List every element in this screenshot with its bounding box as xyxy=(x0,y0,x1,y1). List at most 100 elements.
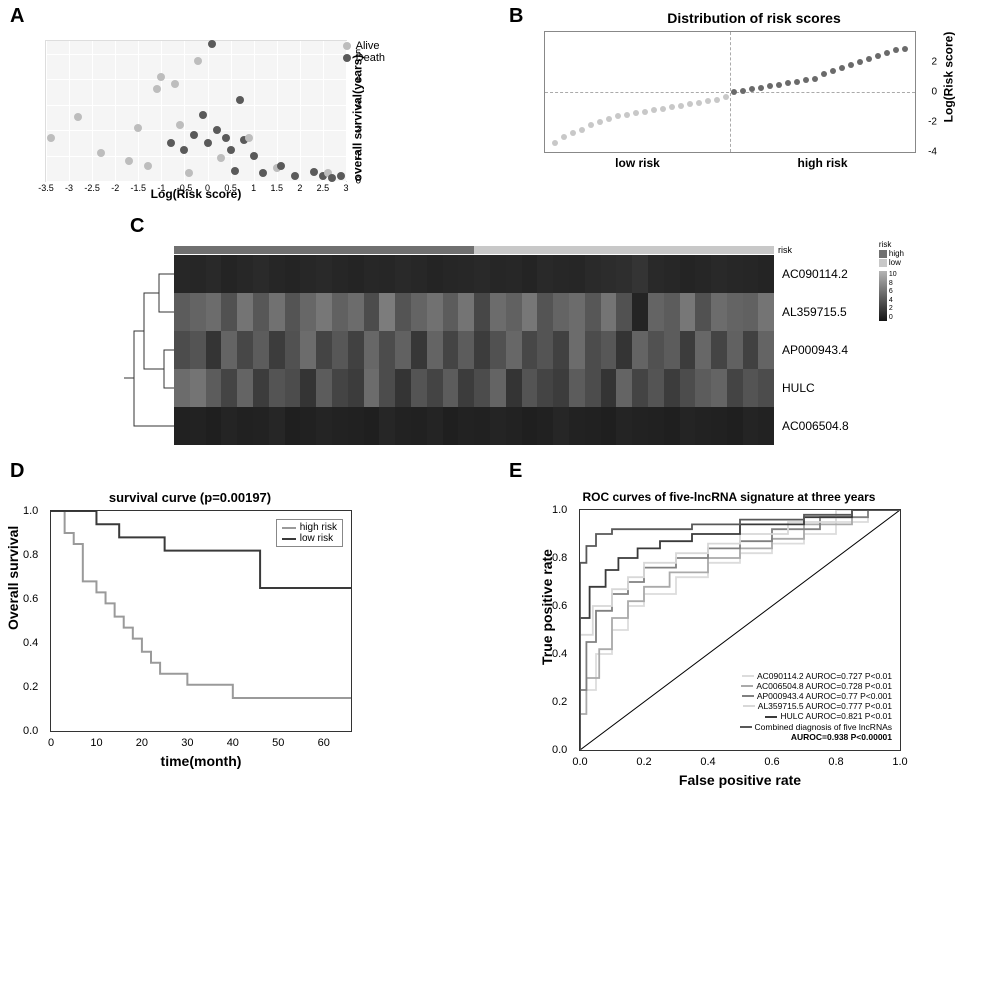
risk-point xyxy=(812,76,818,82)
xtick: 0.8 xyxy=(828,756,843,768)
panel-c-label: C xyxy=(130,215,144,238)
risk-point xyxy=(606,116,612,122)
risk-point xyxy=(552,140,558,146)
xtick: 10 xyxy=(90,737,102,749)
xtick: -2 xyxy=(111,183,119,193)
risk-point xyxy=(597,119,603,125)
risk-point xyxy=(579,127,585,133)
risk-point xyxy=(696,100,702,106)
ytick: -2 xyxy=(928,117,937,128)
xtick: 1.0 xyxy=(892,756,907,768)
risk-point xyxy=(660,106,666,112)
label-low-risk: low risk xyxy=(615,156,660,170)
risk-point xyxy=(642,109,648,115)
scatter-point xyxy=(167,139,175,147)
xtick: 30 xyxy=(181,737,193,749)
xtick: -2.5 xyxy=(84,183,100,193)
ytick: 1.0 xyxy=(23,505,38,517)
scatter-point xyxy=(227,146,235,154)
plot-d-xlabel: time(month) xyxy=(161,753,242,769)
risk-legend-title: risk xyxy=(879,240,904,249)
scatter-point xyxy=(134,124,142,132)
risk-point xyxy=(705,98,711,104)
risk-point xyxy=(767,83,773,89)
plot-e-xlabel: False positive rate xyxy=(679,772,801,788)
colorbar: 1086420 xyxy=(879,271,904,321)
scatter-point xyxy=(176,121,184,129)
km-curve xyxy=(51,511,351,698)
row-label: AC090114.2 xyxy=(782,267,848,281)
scatter-point xyxy=(259,169,267,177)
row-label: HULC xyxy=(782,381,815,395)
ytick: 1.0 xyxy=(552,504,567,516)
xtick: 1 xyxy=(251,183,256,193)
panel-b: B Distribution of risk scores low risk h… xyxy=(509,10,978,200)
row-label: AL359715.5 xyxy=(782,305,847,319)
xtick: 3 xyxy=(343,183,348,193)
dendrogram xyxy=(114,255,174,445)
xtick: 2 xyxy=(297,183,302,193)
ytick: 0.2 xyxy=(23,681,38,693)
legend-item: Death xyxy=(343,52,385,64)
risk-annotation-bar xyxy=(174,246,774,254)
plot-d-title: survival curve (p=0.00197) xyxy=(10,490,370,505)
legend-item: Alive xyxy=(343,40,385,52)
ytick: 0.2 xyxy=(552,696,567,708)
scatter-point xyxy=(185,169,193,177)
risk-point xyxy=(749,86,755,92)
ytick: 0.0 xyxy=(23,725,38,737)
scatter-point xyxy=(245,134,253,142)
scatter-point xyxy=(217,154,225,162)
risk-point xyxy=(651,107,657,113)
ytick: 0.0 xyxy=(552,744,567,756)
risk-point xyxy=(633,110,639,116)
row-label: AC006504.8 xyxy=(782,419,849,433)
scatter-point xyxy=(180,146,188,154)
scatter-point xyxy=(190,131,198,139)
heatmap-row: AP000943.4 xyxy=(174,331,849,369)
risk-legend-item: low xyxy=(879,258,904,267)
scatter-point xyxy=(204,139,212,147)
scatter-point xyxy=(291,172,299,180)
scatter-point xyxy=(194,57,202,65)
risk-point xyxy=(848,62,854,68)
heatmap-row: AC090114.2 xyxy=(174,255,849,293)
ylabel: overall survival(years) xyxy=(351,55,365,182)
xtick: 0.2 xyxy=(636,756,651,768)
xtick: 60 xyxy=(318,737,330,749)
scatter-point xyxy=(277,162,285,170)
ytick: 0.6 xyxy=(23,593,38,605)
scatter-point xyxy=(157,73,165,81)
xtick: 20 xyxy=(136,737,148,749)
risk-point xyxy=(561,134,567,140)
scatter-point xyxy=(125,157,133,165)
xtick: 0.0 xyxy=(572,756,587,768)
risk-point xyxy=(758,85,764,91)
risk-label: risk xyxy=(778,245,792,255)
risk-point xyxy=(866,56,872,62)
risk-point xyxy=(839,65,845,71)
scatter-point xyxy=(213,126,221,134)
risk-point xyxy=(723,94,729,100)
scatter-point xyxy=(222,134,230,142)
risk-point xyxy=(776,82,782,88)
risk-point xyxy=(875,53,881,59)
scatter-point xyxy=(328,174,336,182)
plot-e-title: ROC curves of five-lncRNA signature at t… xyxy=(529,490,929,504)
risk-point xyxy=(740,88,746,94)
panel-b-label: B xyxy=(509,5,523,28)
risk-legend-item: high xyxy=(879,249,904,258)
risk-point xyxy=(731,89,737,95)
ytick: 0.6 xyxy=(552,600,567,612)
panel-a: A -3.5-3-2.5-2-1.5-1-0.500.511.522.53012… xyxy=(10,10,479,200)
risk-point xyxy=(803,77,809,83)
survival-curve: survival curve (p=0.00197) Overall survi… xyxy=(10,490,370,765)
risk-point xyxy=(687,101,693,107)
risk-point xyxy=(615,113,621,119)
risk-point xyxy=(669,104,675,110)
legend-a: AliveDeath xyxy=(343,40,385,64)
xtick: 40 xyxy=(227,737,239,749)
plot-b-ylabel: Log(Risk score) xyxy=(942,32,956,123)
scatter-point xyxy=(250,152,258,160)
km-curve xyxy=(51,511,351,588)
